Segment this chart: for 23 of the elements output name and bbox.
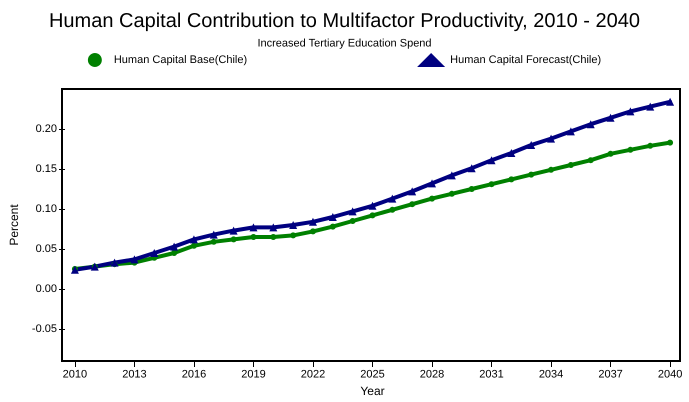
x-tick-label: 2019: [241, 368, 266, 380]
x-tick-label: 2037: [598, 368, 623, 380]
x-tick-label: 2034: [538, 368, 564, 380]
x-tick-label: 2016: [182, 368, 206, 380]
y-tick-label: 0.10: [36, 203, 57, 215]
x-tick-label: 2028: [420, 368, 444, 380]
x-axis-title: Year: [360, 384, 385, 398]
x-tick-label: 2022: [300, 368, 326, 380]
x-tick-label: 2010: [62, 368, 88, 380]
y-tick-label: -0.05: [32, 323, 57, 335]
x-tick-label: 2013: [122, 368, 147, 380]
x-tick-label: 2031: [479, 368, 504, 380]
y-tick-label: 0.20: [36, 123, 57, 135]
chart-subtitle: Increased Tertiary Education Spend: [257, 38, 432, 50]
y-tick-label: 0.05: [36, 243, 57, 255]
y-axis-title: Percent: [7, 204, 21, 246]
x-tick-label: 2040: [658, 368, 682, 380]
y-tick-label: 0.00: [36, 283, 57, 295]
chart-title: Human Capital Contribution to Multifactor Productivity, 2010 - 2040: [48, 10, 640, 32]
legend-label: Human Capital Forecast(Chile): [450, 54, 602, 66]
legend-label: Human Capital Base(Chile): [114, 54, 248, 66]
x-tick-label: 2025: [360, 368, 385, 380]
y-tick-label: 0.15: [36, 163, 57, 175]
